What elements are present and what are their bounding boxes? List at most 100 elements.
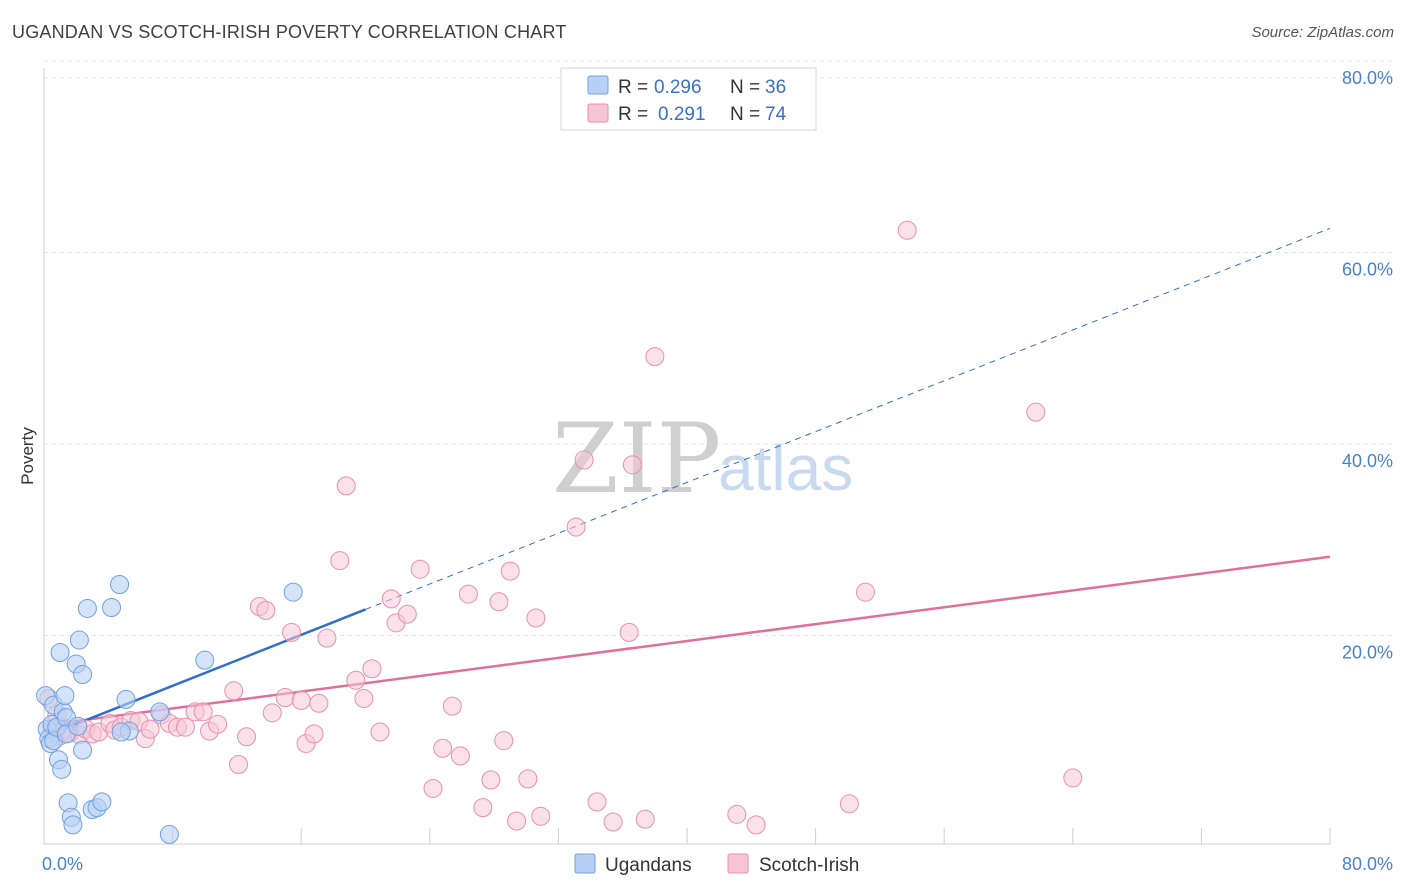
point-ugandans-9: [50, 643, 70, 662]
watermark-atlas: atlas: [718, 432, 853, 504]
point-scotch-irish-66: [619, 622, 639, 642]
point-scotch-irish-29: [256, 600, 276, 620]
y-tick-label-2: 60.0%: [1342, 260, 1393, 280]
point-scotch-irish-68: [635, 809, 655, 829]
legend-r-value-ugandans: 0.296: [654, 77, 702, 98]
legend-swatch-ugandans: [587, 75, 609, 95]
point-scotch-irish-38: [330, 551, 350, 571]
point-scotch-irish-36: [309, 693, 329, 713]
point-scotch-irish-24: [208, 714, 228, 734]
point-ugandans-12: [55, 686, 75, 706]
point-ugandans-34: [111, 722, 131, 742]
point-scotch-irish-63: [574, 450, 594, 470]
legend-r-label-scotch-irish: R =: [618, 104, 648, 125]
point-scotch-irish-42: [362, 659, 382, 679]
point-scotch-irish-27: [237, 727, 257, 747]
bottom-legend-swatch-scotch-irish: [727, 853, 749, 874]
point-scotch-irish-26: [229, 755, 249, 775]
point-ugandans-22: [77, 598, 97, 618]
series-legend: Ugandans Scotch-Irish: [574, 853, 859, 876]
point-scotch-irish-46: [397, 604, 417, 624]
point-ugandans-25: [92, 792, 112, 812]
point-scotch-irish-71: [746, 815, 766, 835]
point-ugandans-19: [69, 630, 89, 650]
point-scotch-irish-52: [458, 584, 478, 604]
point-scotch-irish-53: [473, 798, 493, 818]
bottom-legend-swatch-ugandans: [574, 853, 596, 874]
point-scotch-irish-16: [140, 719, 160, 739]
point-scotch-irish-54: [481, 770, 501, 790]
trend-line-ugandans: [43, 608, 366, 738]
point-scotch-irish-31: [275, 688, 295, 708]
point-ugandans-32: [195, 650, 215, 670]
source-label: Source: ZipAtlas.com: [1251, 24, 1394, 41]
x-tick-label-0: 0.0%: [42, 854, 83, 874]
point-scotch-irish-65: [603, 812, 623, 832]
point-scotch-irish-30: [262, 703, 282, 723]
legend-n-value-scotch-irish: 74: [765, 104, 787, 125]
point-scotch-irish-41: [354, 688, 374, 708]
data-points: [36, 220, 1083, 844]
point-scotch-irish-43: [370, 722, 390, 742]
point-scotch-irish-33: [291, 690, 311, 710]
grid-lines: [44, 60, 1392, 636]
point-scotch-irish-25: [224, 681, 244, 701]
trend-line-ugandans-projection: [365, 227, 1331, 610]
point-ugandans-27: [110, 575, 130, 595]
y-tick-label-0: 20.0%: [1342, 643, 1393, 663]
point-scotch-irish-75: [1026, 402, 1046, 422]
legend-n-label-scotch-irish: N =: [730, 104, 760, 125]
stats-legend: R = 0.296 N = 36 R = 0.291 N = 74: [560, 67, 817, 131]
point-ugandans-31: [159, 824, 179, 844]
x-tick-label-1: 80.0%: [1342, 854, 1393, 874]
point-scotch-irish-62: [566, 517, 586, 537]
y-axis-label: Poverty: [18, 427, 37, 485]
chart-title: UGANDAN VS SCOTCH-IRISH POVERTY CORRELAT…: [12, 22, 567, 42]
point-scotch-irish-40: [346, 670, 366, 690]
y-tick-label-3: 80.0%: [1342, 68, 1393, 88]
point-scotch-irish-58: [507, 811, 527, 831]
point-scotch-irish-61: [531, 806, 551, 826]
point-scotch-irish-39: [336, 476, 356, 496]
legend-swatch-scotch-irish: [587, 103, 609, 123]
point-ugandans-20: [73, 665, 93, 685]
point-scotch-irish-70: [727, 804, 747, 824]
point-scotch-irish-51: [450, 746, 470, 766]
point-ugandans-21: [73, 740, 93, 760]
point-scotch-irish-47: [410, 559, 430, 579]
point-scotch-irish-69: [645, 347, 665, 367]
point-scotch-irish-57: [500, 561, 520, 581]
legend-r-label-ugandans: R =: [618, 77, 648, 98]
point-ugandans-10: [52, 759, 72, 779]
point-scotch-irish-32: [282, 622, 302, 642]
point-scotch-irish-22: [193, 702, 213, 722]
trend-line-scotch-irish: [43, 555, 1331, 727]
point-scotch-irish-60: [526, 608, 546, 628]
point-scotch-irish-49: [433, 738, 453, 758]
point-ugandans-26: [102, 597, 122, 617]
legend-n-value-ugandans: 36: [765, 77, 786, 98]
point-ugandans-33: [283, 582, 303, 602]
point-scotch-irish-48: [423, 778, 443, 798]
point-scotch-irish-64: [587, 792, 607, 812]
bottom-legend-ugandans: Ugandans: [605, 855, 692, 876]
trend-lines: [43, 227, 1331, 738]
point-scotch-irish-37: [317, 628, 337, 648]
point-scotch-irish-20: [175, 717, 195, 737]
point-scotch-irish-44: [381, 589, 401, 609]
legend-n-label-ugandans: N =: [730, 77, 760, 98]
point-scotch-irish-73: [855, 582, 875, 602]
point-scotch-irish-74: [897, 220, 917, 240]
watermark: ZIP atlas: [552, 403, 853, 515]
point-ugandans-17: [63, 815, 83, 835]
point-scotch-irish-59: [518, 769, 538, 789]
point-scotch-irish-35: [304, 724, 324, 744]
point-ugandans-35: [68, 716, 88, 736]
axes: 20.0% 40.0% 60.0% 80.0% 0.0% 80.0%: [42, 68, 1393, 874]
point-scotch-irish-55: [489, 592, 509, 612]
point-scotch-irish-76: [1063, 768, 1083, 788]
point-ugandans-28: [116, 689, 136, 709]
legend-r-value-scotch-irish: 0.291: [658, 104, 706, 125]
point-scotch-irish-67: [622, 455, 642, 475]
